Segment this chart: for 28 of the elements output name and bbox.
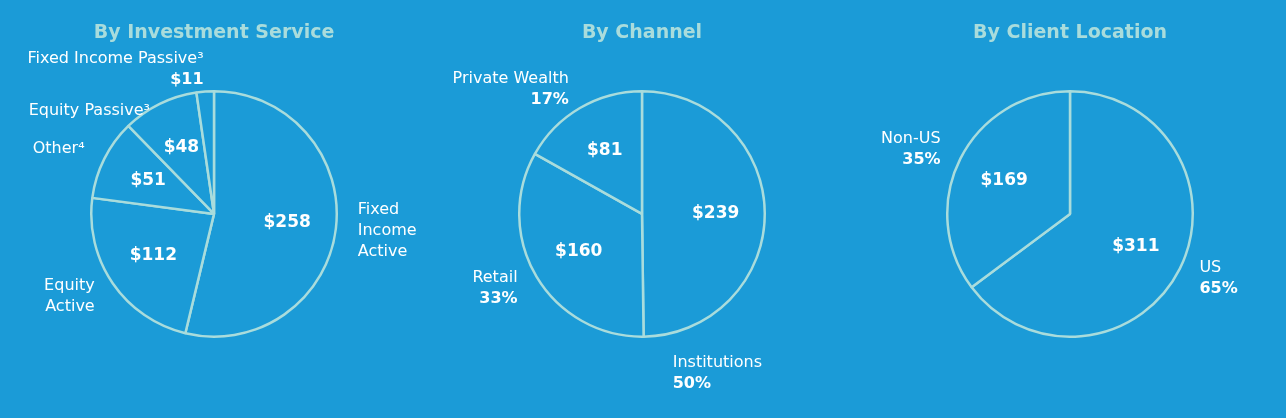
data-label: $11 [170, 69, 204, 89]
data-label: $81 [587, 138, 623, 159]
slice-label: Fixed Income Passive³ [27, 48, 204, 68]
text: 65% [1199, 278, 1238, 298]
chart-title: By Channel [581, 20, 703, 43]
data-label: $160 [555, 239, 603, 260]
slice-label: US [1199, 257, 1222, 277]
slice-label: Private Wealth [452, 67, 569, 87]
data-label: $311 [1112, 235, 1160, 256]
data-label: $239 [691, 201, 740, 222]
slice-label: Non-US [881, 127, 941, 147]
data-label: $48 [163, 136, 200, 157]
chart-title: By Client Location [973, 20, 1167, 43]
data-label: $169 [980, 169, 1028, 190]
slice-label: Retail [472, 266, 518, 286]
data-label: $112 [129, 244, 177, 265]
text: 50% [672, 373, 711, 393]
data-label: $51 [130, 169, 166, 190]
data-label: $258 [263, 210, 311, 231]
slice-label: Equity Passive³ [28, 100, 150, 120]
slice-label: Equity Active [44, 274, 95, 315]
text: 33% [479, 287, 518, 307]
slice-label: Institutions [672, 352, 762, 372]
text: 17% [530, 88, 569, 108]
text: 35% [902, 148, 941, 168]
slice-label: Fixed Income Active [357, 199, 417, 261]
slice-label: Other⁴ [32, 138, 85, 158]
chart-title: By Investment Service [93, 20, 335, 43]
